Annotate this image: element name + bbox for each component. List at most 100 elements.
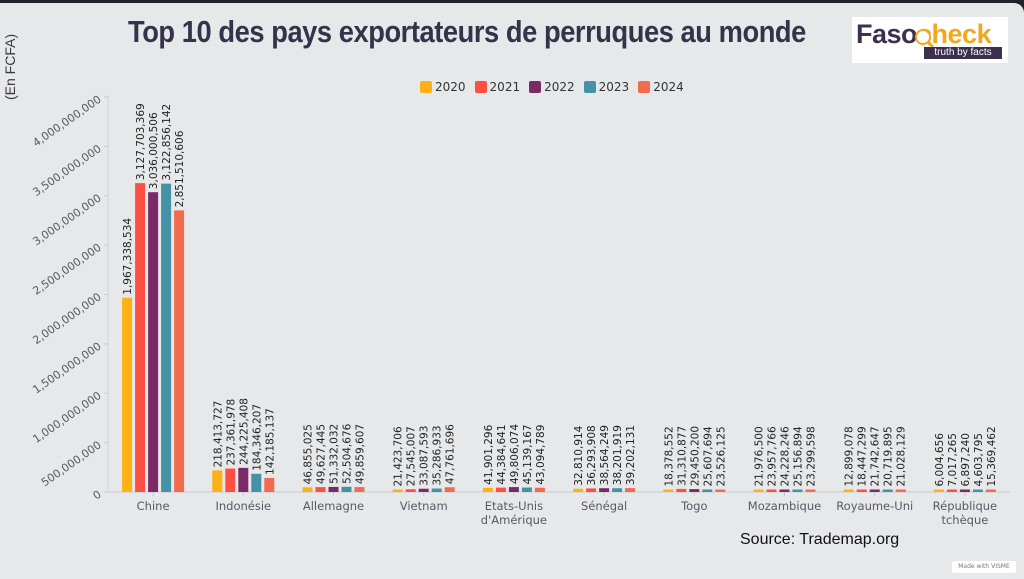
bar-2020 — [573, 488, 584, 492]
bar-2023 — [702, 489, 713, 492]
bar-2020 — [753, 489, 764, 492]
data-label: 3,036,000,506 — [148, 112, 160, 189]
bar-2023 — [341, 486, 352, 492]
bar-2020 — [212, 470, 223, 492]
bar-2024 — [354, 487, 365, 492]
legend-swatch — [638, 81, 651, 93]
bar-2023 — [251, 473, 262, 492]
bar-2022 — [148, 192, 159, 492]
data-label: 44,384,641 — [496, 424, 508, 484]
bar-2023 — [521, 487, 532, 492]
data-label: 1,967,338,534 — [122, 218, 134, 295]
category-label-line: d'Amérique — [481, 513, 547, 527]
data-label: 18,378,552 — [663, 426, 675, 486]
y-tick-label: 3,500,000,000 — [30, 142, 103, 199]
bar-2024 — [534, 487, 545, 492]
data-label: 49,806,074 — [509, 424, 521, 484]
data-label: 244,225,408 — [238, 398, 250, 465]
y-tick-label: 2,500,000,000 — [30, 241, 103, 298]
bar-2024 — [625, 488, 636, 492]
data-label: 21,742,647 — [870, 426, 882, 486]
data-label: 36,293,908 — [586, 425, 598, 485]
bar-2024 — [174, 210, 185, 492]
bar-2023 — [612, 488, 623, 492]
legend-item-2021[interactable]: 2021 — [474, 80, 520, 94]
bar-2022 — [599, 488, 610, 492]
category-label-line: Etats-Unis — [485, 499, 543, 513]
legend-item-2022[interactable]: 2022 — [529, 80, 575, 94]
bar-2020 — [843, 489, 854, 492]
bar-2021 — [495, 487, 506, 492]
data-label: 49,627,445 — [316, 424, 328, 484]
legend-label: 2023 — [598, 80, 630, 94]
x-category-label: Mozambique — [748, 499, 821, 513]
data-label: 52,504,676 — [342, 423, 354, 483]
data-label: 2,851,510,606 — [174, 130, 186, 207]
bar-2020 — [663, 489, 674, 492]
legend-item-2020[interactable]: 2020 — [420, 80, 466, 94]
bar-2022 — [869, 489, 880, 492]
bar-2021 — [766, 489, 777, 492]
data-label: 6,897,240 — [960, 433, 972, 486]
data-label: 41,901,296 — [483, 424, 495, 484]
data-label: 184,346,207 — [251, 404, 263, 471]
data-label: 4,603,795 — [973, 433, 985, 486]
y-tick-label: 0 — [91, 488, 104, 503]
logo-tagline: truth by facts — [924, 47, 1002, 59]
bar-2024 — [895, 489, 906, 492]
y-tick-label: 3,000,000,000 — [30, 192, 103, 249]
category-label-line: Chine — [137, 499, 170, 513]
data-label: 12,899,078 — [844, 426, 856, 486]
data-label: 32,810,914 — [573, 425, 585, 485]
legend-swatch — [529, 81, 542, 93]
bar-2021 — [946, 489, 957, 492]
bar-2024 — [985, 489, 996, 492]
x-category-label: Togo — [680, 499, 707, 513]
legend-swatch — [420, 81, 432, 93]
legend-swatch — [474, 81, 487, 93]
bar-2020 — [392, 489, 403, 492]
bar-2022 — [779, 489, 790, 492]
bar-2020 — [933, 489, 944, 492]
bar-2021 — [586, 488, 597, 492]
bar-2022 — [508, 487, 519, 492]
legend-swatch — [583, 81, 596, 93]
data-label: 24,228,246 — [780, 426, 792, 486]
data-label: 21,028,129 — [896, 426, 908, 486]
made-with-visme-badge[interactable]: Made with VISME — [952, 561, 1016, 573]
data-label: 218,413,727 — [212, 401, 224, 468]
data-label: 35,286,933 — [432, 425, 444, 485]
y-tick-label: 2,000,000,000 — [30, 290, 103, 347]
category-label-line: Allemagne — [303, 499, 364, 513]
data-label: 38,564,249 — [599, 425, 611, 485]
data-label: 20,719,895 — [883, 426, 895, 486]
data-label: 142,185,137 — [264, 408, 276, 475]
data-label: 46,855,025 — [303, 424, 315, 484]
bar-2020 — [122, 297, 133, 492]
category-label-line: Mozambique — [748, 499, 821, 513]
bar-2024 — [805, 489, 816, 492]
chart-legend: 2020 2021 2022 2023 2024 — [420, 80, 684, 94]
data-label: 18,447,299 — [857, 426, 869, 486]
data-label: 45,139,167 — [522, 424, 534, 484]
data-label: 47,761,696 — [445, 424, 457, 484]
legend-label: 2020 — [435, 80, 466, 94]
bar-2022 — [689, 489, 700, 492]
bar-2022 — [238, 467, 249, 492]
bar-2024 — [264, 477, 275, 492]
legend-item-2023[interactable]: 2023 — [583, 80, 630, 94]
data-label: 23,526,125 — [715, 426, 727, 486]
x-category-label: République tchèque — [933, 499, 998, 527]
y-tick-label: 4,000,000,000 — [30, 93, 103, 150]
data-label: 3,127,703,369 — [135, 103, 147, 180]
category-label-line: Vietnam — [400, 499, 448, 513]
data-label: 25,156,894 — [793, 426, 805, 486]
bar-2022 — [418, 488, 429, 492]
data-label: 29,450,200 — [689, 426, 701, 486]
data-label: 7,017,265 — [947, 433, 959, 486]
bar-2023 — [161, 183, 172, 492]
legend-item-2024[interactable]: 2024 — [638, 80, 684, 94]
legend-label: 2024 — [653, 80, 684, 94]
data-label: 43,094,789 — [535, 425, 547, 485]
